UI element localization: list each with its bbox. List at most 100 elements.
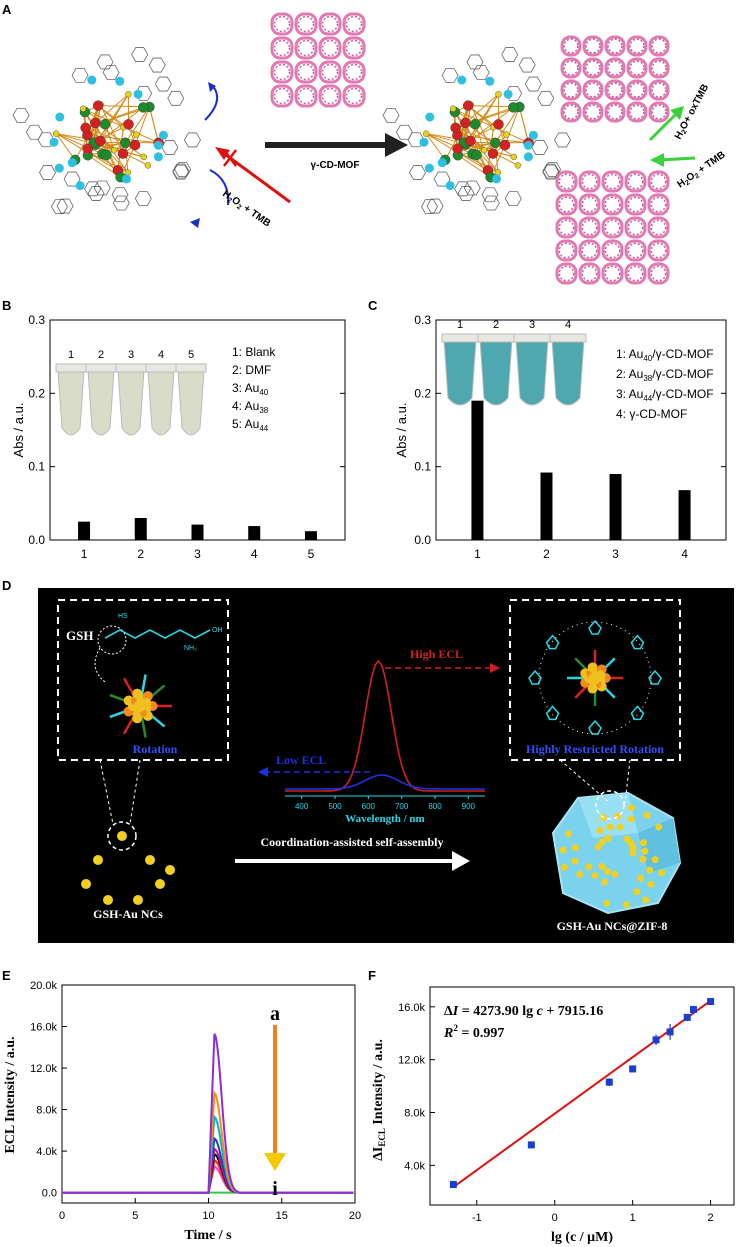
mof-pore bbox=[558, 219, 575, 236]
chart-e: 0 5 10 15 20 0.0 4.0k 8.0k 12.0k 16.0k 20.0k a i T… bbox=[3, 980, 361, 1243]
mof-cage bbox=[647, 170, 670, 193]
cluster-bond bbox=[94, 93, 129, 124]
mof-cage bbox=[582, 57, 604, 79]
mof-pore bbox=[563, 60, 579, 76]
x-tick-label: 0 bbox=[552, 1212, 558, 1224]
mof-pore bbox=[558, 173, 575, 190]
embedded-au-nc bbox=[641, 847, 649, 855]
right-dashed-box bbox=[509, 599, 681, 761]
chart-c-frame bbox=[435, 319, 727, 541]
mof-pore bbox=[273, 87, 291, 105]
mof-cage bbox=[578, 239, 601, 262]
sample-tube bbox=[87, 369, 115, 436]
mof-cage bbox=[624, 170, 647, 193]
y-tick-label: 8.0k bbox=[36, 1105, 57, 1117]
cluster-bond bbox=[134, 106, 150, 146]
embedded-au-nc bbox=[560, 863, 568, 871]
ligand-ring bbox=[167, 90, 185, 106]
mof-pore bbox=[563, 82, 579, 98]
imidazole-ring bbox=[545, 705, 560, 721]
mof-cage bbox=[342, 12, 366, 36]
ligand-ring bbox=[544, 162, 562, 177]
mof-cage bbox=[294, 60, 318, 84]
ligand-ring bbox=[135, 85, 153, 101]
mof-cage bbox=[578, 216, 601, 239]
mof-cage bbox=[604, 35, 626, 57]
cluster-atom-cyan bbox=[153, 152, 163, 162]
ligand-ring bbox=[501, 47, 519, 62]
zif8-crystal bbox=[551, 790, 682, 915]
mof-pore bbox=[585, 60, 601, 76]
mof-pore bbox=[563, 104, 579, 120]
mof-pore bbox=[585, 82, 601, 98]
rotation-label: Rotation bbox=[133, 742, 178, 756]
mof-cage bbox=[601, 262, 624, 285]
tube-label: 1 bbox=[457, 319, 463, 331]
x-tick-label: 5 bbox=[308, 547, 315, 561]
mof-pore bbox=[321, 39, 339, 57]
restricted-rotation-label: Highly Restricted Rotation bbox=[526, 742, 664, 756]
embedded-au-nc bbox=[651, 856, 659, 864]
y-tick-label: 0.3 bbox=[28, 313, 45, 327]
mof-pore bbox=[651, 104, 667, 120]
y-tick-label: 12.0k bbox=[30, 1063, 57, 1075]
mof-cage bbox=[582, 101, 604, 123]
mof-cage bbox=[647, 216, 670, 239]
x-tick-label: 1 bbox=[474, 547, 481, 561]
blocked-cross bbox=[223, 149, 237, 167]
data-point bbox=[707, 998, 715, 1006]
cluster-atom bbox=[100, 118, 111, 130]
embedded-au-nc bbox=[623, 835, 631, 843]
mof-pore bbox=[604, 242, 621, 259]
cluster-atom-cyan bbox=[485, 76, 495, 86]
tube-cap bbox=[85, 363, 117, 373]
cluster-atom-cyan bbox=[49, 137, 59, 147]
embedded-au-nc bbox=[629, 849, 637, 857]
cluster-atom-cyan bbox=[87, 75, 97, 85]
mof-pore bbox=[563, 38, 579, 54]
mof-cage bbox=[648, 35, 670, 57]
embedded-au-nc bbox=[571, 844, 579, 852]
legend-b-4: 4: Au38 bbox=[232, 399, 269, 415]
cluster-atom bbox=[79, 105, 87, 112]
embedded-au-nc bbox=[646, 866, 654, 874]
cluster-atom-cyan bbox=[67, 158, 77, 168]
embedded-au-nc bbox=[611, 870, 619, 878]
bar bbox=[304, 531, 317, 540]
cluster-atom bbox=[123, 119, 134, 130]
imidazole-ring bbox=[588, 619, 602, 635]
data-point bbox=[652, 1036, 660, 1044]
cluster-atom bbox=[487, 148, 499, 159]
sample-tube bbox=[551, 339, 585, 406]
blocked-reactant-label: H2O2 + TMB bbox=[220, 188, 273, 230]
bar bbox=[191, 524, 204, 540]
ligand-ring bbox=[421, 199, 438, 215]
mof-pore bbox=[650, 196, 667, 213]
mof-pore bbox=[650, 173, 667, 190]
ligand-ring bbox=[102, 65, 120, 80]
mof-cage bbox=[648, 57, 670, 79]
cluster-atom bbox=[110, 147, 118, 154]
embedded-au-nc bbox=[604, 834, 612, 842]
x-tick-label: 1 bbox=[630, 1212, 636, 1224]
mof-cage bbox=[647, 239, 670, 262]
cluster-atom bbox=[80, 122, 91, 134]
mof-cage bbox=[318, 60, 342, 84]
embedded-au-nc bbox=[598, 838, 606, 846]
right-cluster bbox=[382, 47, 571, 215]
chart-f: -1 0 1 2 4.0k 8.0k 12.0k 16.0k ΔI = 4273.90 lg … bbox=[371, 986, 735, 1245]
ligand-ring bbox=[433, 171, 451, 187]
x-tick-label: 2 bbox=[137, 547, 144, 561]
mof-cage bbox=[604, 79, 626, 101]
cluster-bond bbox=[494, 106, 520, 144]
cluster-atom bbox=[95, 135, 106, 147]
bar bbox=[78, 521, 91, 540]
au-nc-dots bbox=[81, 831, 175, 905]
blue-arrowhead-2 bbox=[190, 218, 200, 228]
ligand-ring bbox=[12, 107, 30, 123]
gsh-label: GSH bbox=[66, 628, 93, 643]
embedded-au-nc bbox=[559, 846, 567, 854]
ligand-ring bbox=[174, 162, 192, 177]
mof-cage bbox=[555, 193, 578, 216]
embedded-au-nc bbox=[564, 830, 572, 838]
